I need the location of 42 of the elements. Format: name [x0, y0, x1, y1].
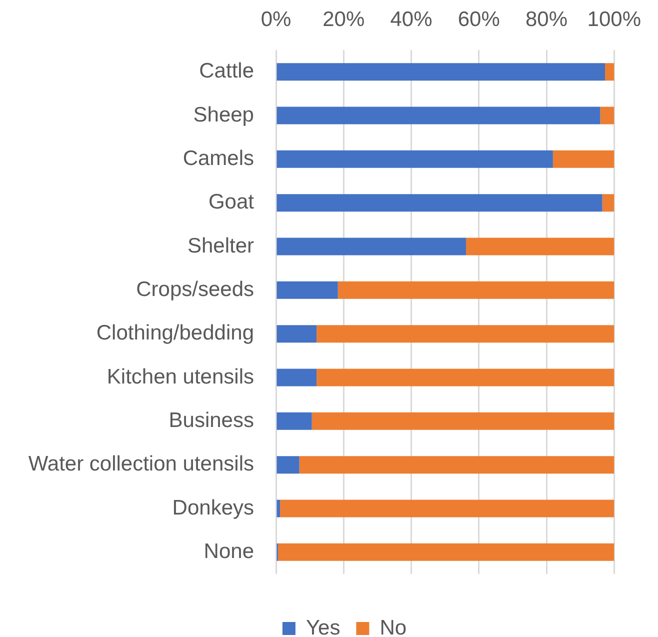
x-tick-label: 80% — [526, 8, 568, 32]
bar — [276, 194, 602, 212]
bar — [276, 412, 312, 430]
y-tick-label: Goat — [208, 190, 254, 214]
bar — [338, 281, 614, 299]
bar — [602, 194, 614, 212]
bar — [316, 325, 614, 343]
bar — [316, 368, 614, 386]
bar — [276, 456, 300, 474]
bar — [466, 238, 614, 256]
y-tick-label: Clothing/bedding — [96, 322, 254, 345]
x-tick-label: 0% — [260, 8, 292, 32]
bar — [280, 500, 614, 518]
y-tick-label: Business — [168, 408, 254, 432]
bar — [605, 63, 614, 81]
y-tick-label: Donkeys — [172, 496, 254, 520]
bar — [276, 281, 338, 299]
y-tick-label: Sheep — [193, 103, 254, 126]
bar — [276, 325, 317, 343]
x-tick-label: 60% — [458, 8, 500, 32]
y-tick-label: None — [204, 540, 254, 563]
y-tick-label: Shelter — [187, 234, 254, 258]
bar — [552, 150, 614, 168]
bar — [278, 543, 614, 561]
x-tick-label: 40% — [390, 8, 432, 32]
bar — [299, 456, 614, 474]
y-tick-label: Kitchen utensils — [106, 365, 254, 388]
bar — [276, 106, 600, 124]
y-tick-label: Camels — [182, 146, 254, 170]
legend-label: Yes — [306, 616, 340, 637]
y-tick-label: Cattle — [199, 60, 254, 83]
bar — [276, 368, 317, 386]
y-tick-label: Crops/seeds — [136, 278, 254, 301]
bar — [276, 63, 606, 81]
bar — [600, 106, 614, 124]
legend-label: No — [380, 616, 407, 637]
bar — [312, 412, 614, 430]
x-tick-label: 100% — [587, 8, 642, 32]
bar — [276, 238, 466, 256]
bar — [276, 150, 553, 168]
x-tick-label: 20% — [322, 8, 365, 32]
y-tick-label: Water collection utensils — [28, 452, 254, 476]
